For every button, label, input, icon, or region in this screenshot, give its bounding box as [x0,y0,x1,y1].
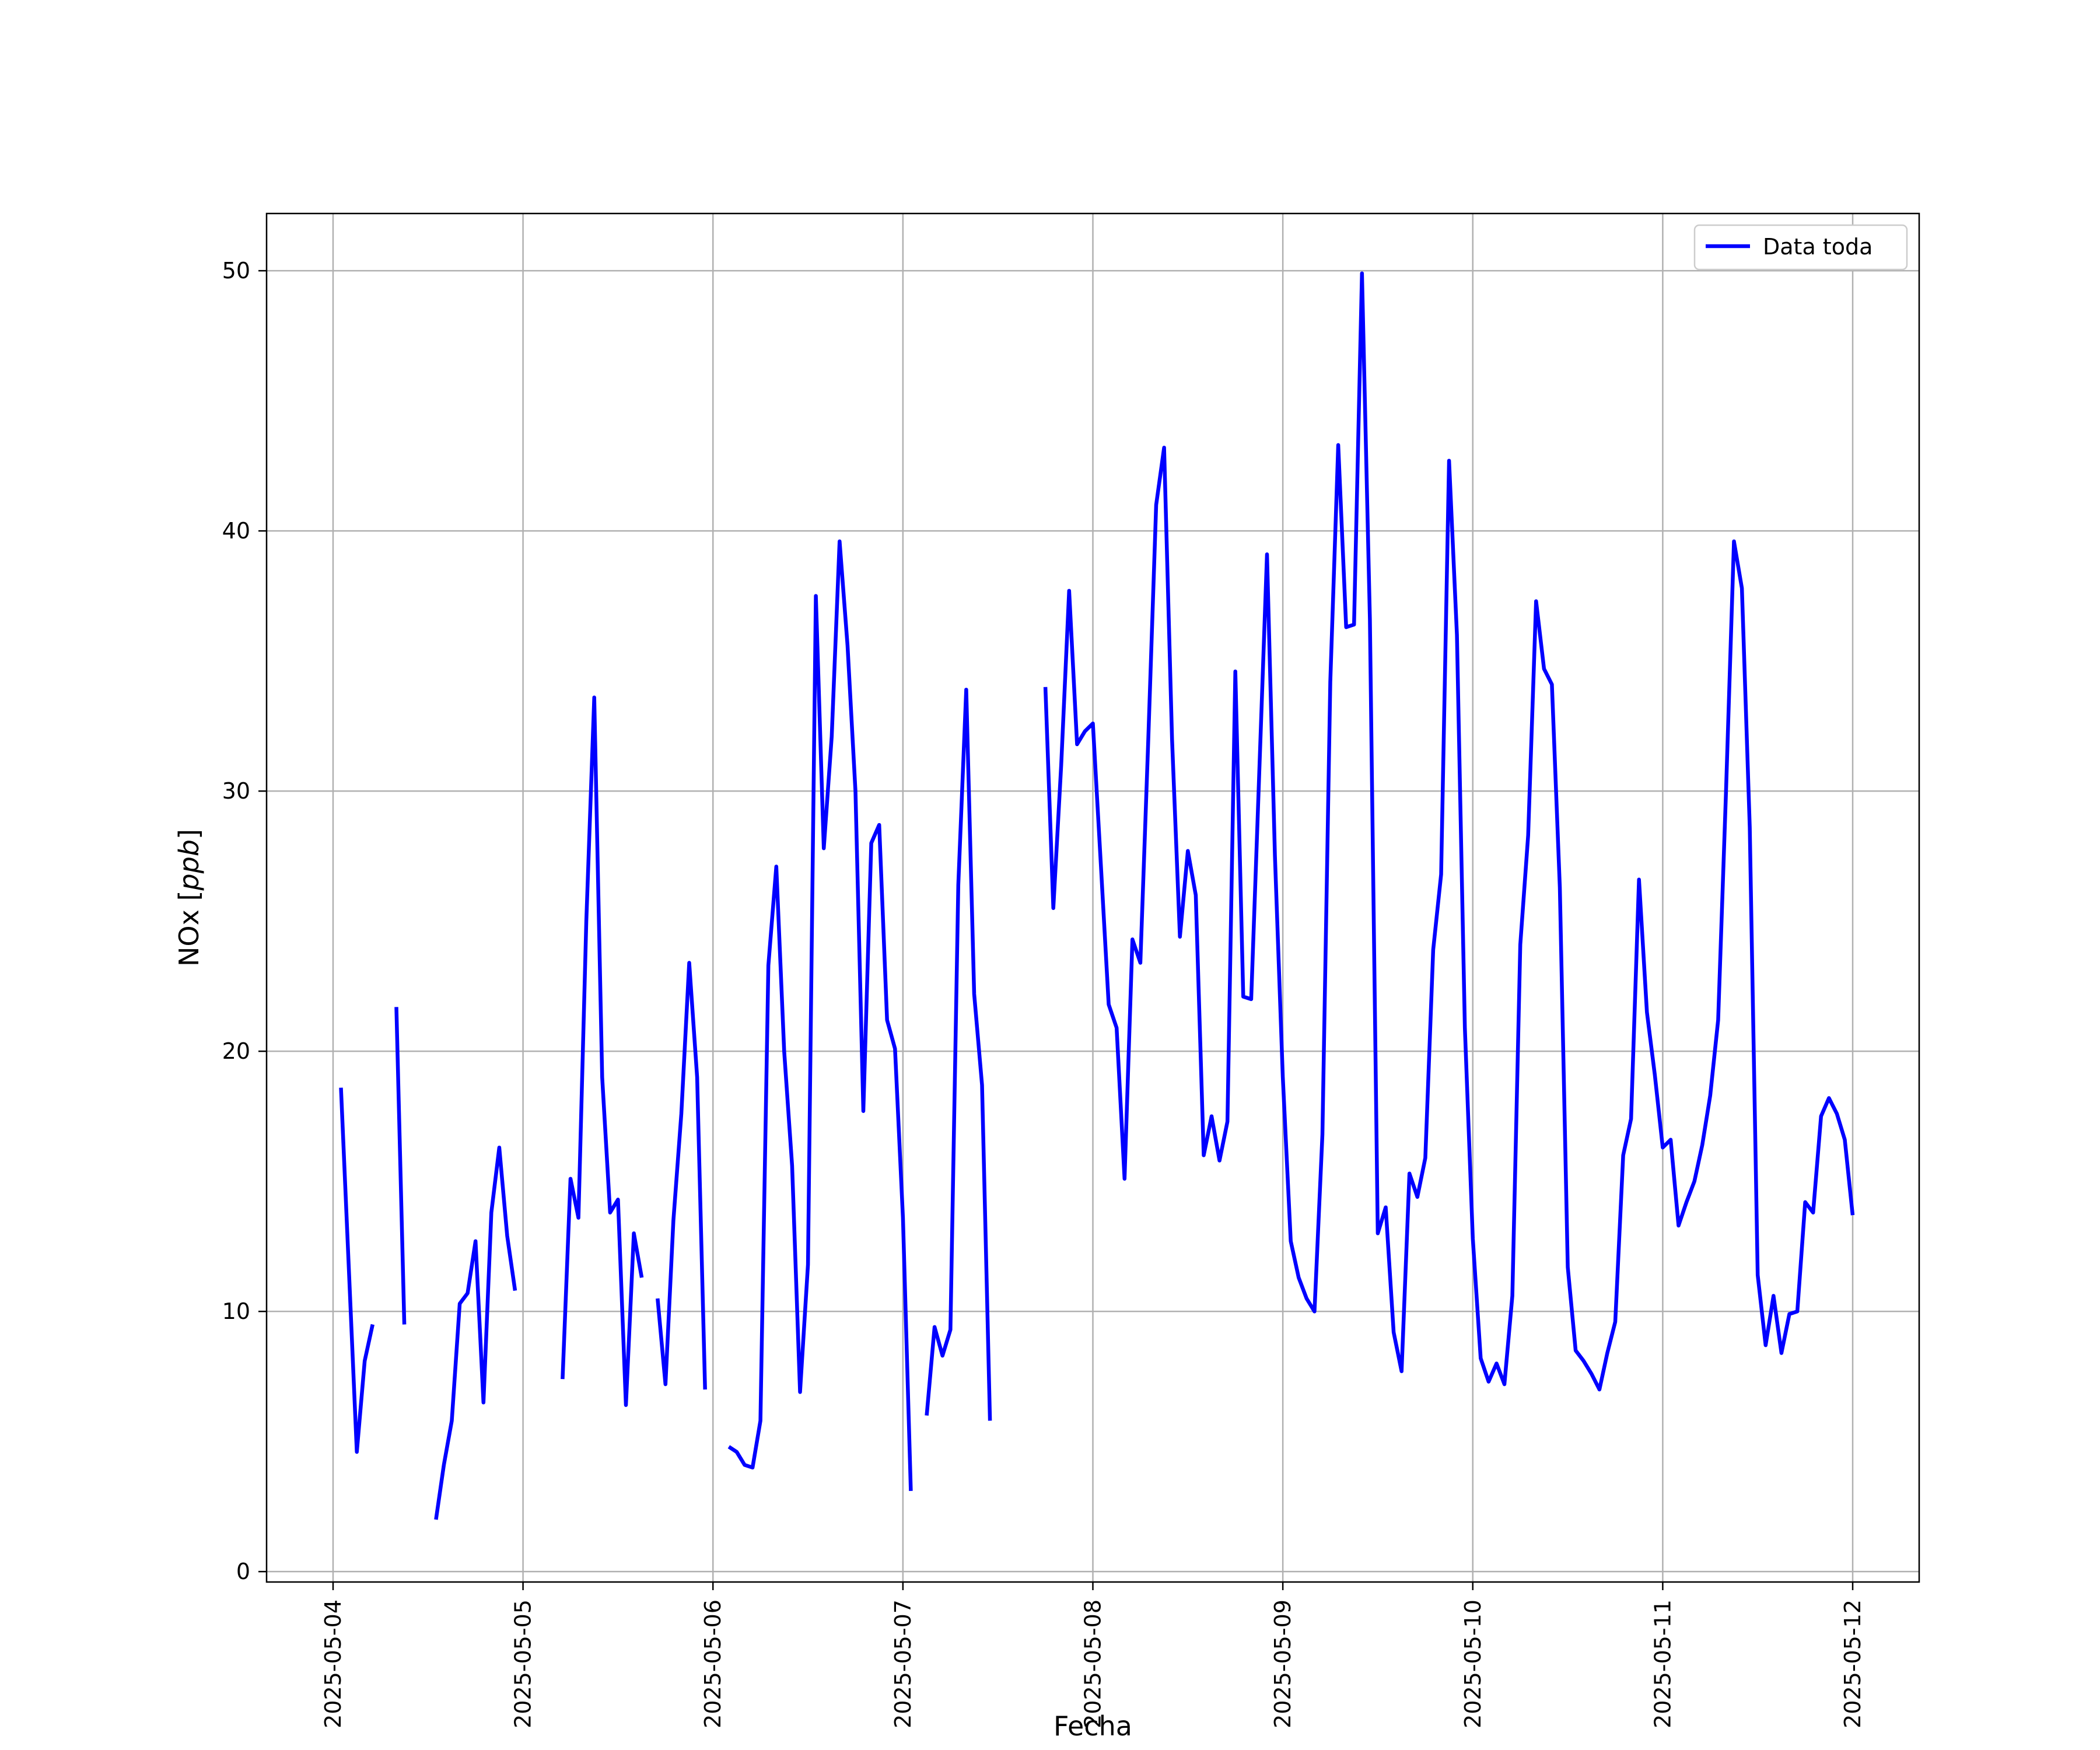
series-line-segment [394,1007,407,1325]
x-tick-label: 2025-05-05 [510,1600,536,1728]
x-tick-label: 2025-05-10 [1460,1600,1486,1728]
x-axis-label: Fecha [1054,1710,1132,1742]
x-tick-label: 2025-05-07 [890,1600,916,1728]
x-tick-label: 2025-05-12 [1840,1600,1866,1728]
series-line-segment [434,1145,517,1520]
legend-box [1693,224,1908,271]
y-axis-label-bracket-open: [ [173,891,205,901]
y-axis-label-bracket-close: ] [173,829,205,839]
y-axis-label-unit: ppb [173,839,205,891]
y-tick-label: 10 [222,1298,250,1324]
x-tick-label: 2025-05-08 [1080,1600,1106,1728]
legend-label: Data toda [1763,234,1873,260]
series-line-segment [656,961,707,1390]
y-tick-label: 50 [222,258,250,284]
y-axis-label-main: NOx [173,901,205,967]
y-tick-label: 0 [236,1559,250,1584]
series-line-segment [727,539,913,1491]
x-tick-label: 2025-05-04 [320,1600,346,1728]
y-tick-label: 30 [222,778,250,804]
series-line-segment [1043,271,1855,1392]
series-line-segment [561,695,644,1407]
grid-lines [267,214,1919,1582]
series-line-segment [925,687,992,1421]
plot-area-frame [265,212,1920,1583]
y-tick-label: 20 [222,1038,250,1064]
x-tick-label: 2025-05-11 [1650,1600,1675,1728]
x-tick-label: 2025-05-06 [700,1600,726,1728]
axis-ticks: 0 10 20 30 40 50 2025-05-04 2025-05-05 2025-05-0… [222,258,1866,1728]
y-tick-label: 40 [222,518,250,544]
series-lines [339,271,1855,1520]
x-tick-label: 2025-05-09 [1270,1600,1296,1728]
legend: Data toda [1693,224,1908,271]
y-axis-label: NOx [ppb] [173,829,205,967]
series-line-segment [339,1087,374,1454]
